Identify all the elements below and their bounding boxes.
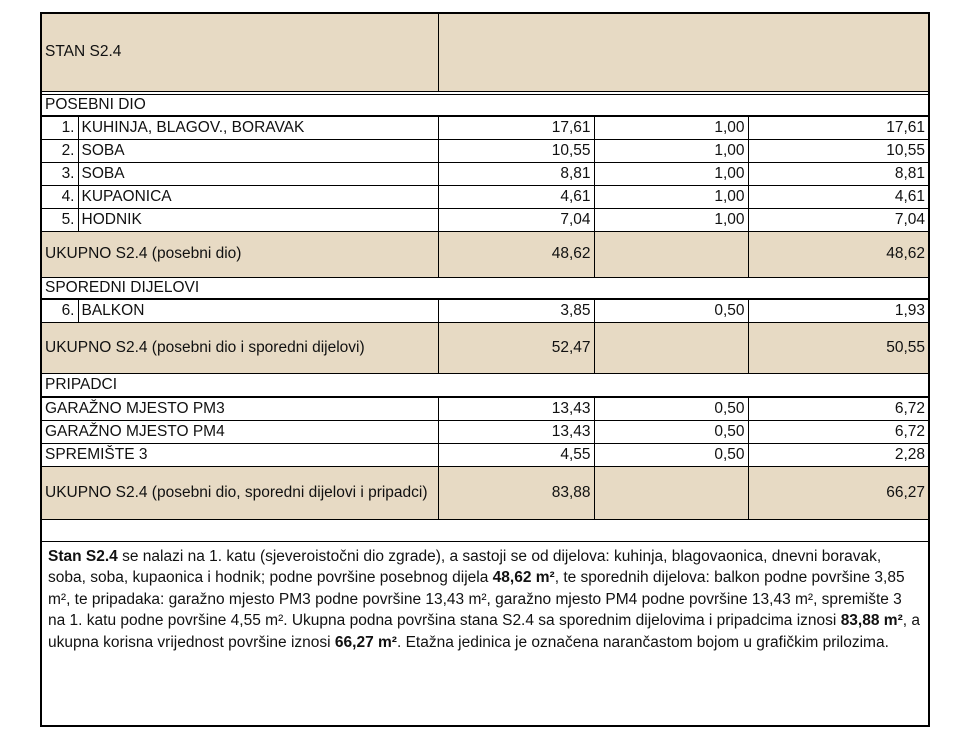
item-row: 1. KUHINJA, BLAGOV., BORAVAK 17,61 1,00 17,6… xyxy=(40,115,930,140)
item-area: 17,61 xyxy=(437,115,595,140)
item-name: GARAŽNO MJESTO PM4 xyxy=(40,419,439,444)
section-title: SPOREDNI DIJELOVI xyxy=(40,276,930,300)
header-empty xyxy=(437,12,930,92)
item-coefficient: 1,00 xyxy=(593,115,749,140)
description-row: Stan S2.4 se nalazi na 1. katu (sjeveroi… xyxy=(40,540,930,727)
item-value: 6,72 xyxy=(747,419,930,444)
item-value: 8,81 xyxy=(747,161,930,186)
item-area: 7,04 xyxy=(437,207,595,232)
item-coefficient: 1,00 xyxy=(593,138,749,163)
item-area: 13,43 xyxy=(437,396,595,421)
blank-row xyxy=(40,518,930,542)
item-area: 8,81 xyxy=(437,161,595,186)
section-title: PRIPADCI xyxy=(40,372,930,398)
description-text: se nalazi na 1. katu (sjeveroistočni dio… xyxy=(48,547,882,587)
total-row: UKUPNO S2.4 (posebni dio, sporedni dijel… xyxy=(40,465,930,520)
item-area: 4,61 xyxy=(437,184,595,209)
item-coefficient: 1,00 xyxy=(593,207,749,232)
description-text: 48,62 m² xyxy=(492,569,555,586)
header-row: STAN S2.4 xyxy=(40,12,930,92)
item-coefficient: 0,50 xyxy=(593,396,749,421)
item-value: 17,61 xyxy=(747,115,930,140)
item-name: SPREMIŠTE 3 xyxy=(40,442,439,467)
description-text: , a ukupna korisna vrijednost površine i… xyxy=(48,612,920,651)
item-name: SOBA xyxy=(77,138,439,163)
item-number: 6. xyxy=(40,298,79,323)
item-area: 4,55 xyxy=(437,442,595,467)
total-value: 66,27 xyxy=(747,465,930,520)
total-area: 83,88 xyxy=(437,465,595,520)
section-row: PRIPADCI xyxy=(40,372,930,398)
description-text: 83,88 m² xyxy=(840,612,903,629)
total-empty xyxy=(593,230,749,278)
item-number: 1. xyxy=(40,115,79,140)
item-row: SPREMIŠTE 3 4,55 0,50 2,28 xyxy=(40,442,930,467)
header-title: STAN S2.4 xyxy=(40,12,439,92)
item-name: BALKON xyxy=(77,298,439,323)
item-value: 7,04 xyxy=(747,207,930,232)
item-value: 6,72 xyxy=(747,396,930,421)
item-coefficient: 1,00 xyxy=(593,184,749,209)
item-number: 3. xyxy=(40,161,79,186)
description: Stan S2.4 se nalazi na 1. katu (sjeveroi… xyxy=(40,540,930,727)
item-name: GARAŽNO MJESTO PM3 xyxy=(40,396,439,421)
item-value: 4,61 xyxy=(747,184,930,209)
item-area: 10,55 xyxy=(437,138,595,163)
item-number: 5. xyxy=(40,207,79,232)
item-name: HODNIK xyxy=(77,207,439,232)
blank-cell xyxy=(40,518,930,542)
total-row: UKUPNO S2.4 (posebni dio) 48,62 48,62 xyxy=(40,230,930,278)
item-coefficient: 1,00 xyxy=(593,161,749,186)
description-text: 66,27 m² xyxy=(334,633,397,651)
total-value: 48,62 xyxy=(747,230,930,278)
item-value: 10,55 xyxy=(747,138,930,163)
item-row: 5. HODNIK 7,04 1,00 7,04 xyxy=(40,207,930,232)
item-name: KUHINJA, BLAGOV., BORAVAK xyxy=(77,115,439,140)
item-number: 4. xyxy=(40,184,79,209)
item-row: GARAŽNO MJESTO PM3 13,43 0,50 6,72 xyxy=(40,396,930,421)
item-area: 3,85 xyxy=(437,298,595,323)
item-row: 3. SOBA 8,81 1,00 8,81 xyxy=(40,161,930,186)
section-row: SPOREDNI DIJELOVI xyxy=(40,276,930,300)
description-text: , te sporednih dijelova: balkon podne po… xyxy=(48,569,905,629)
item-area: 13,43 xyxy=(437,419,595,444)
total-label: UKUPNO S2.4 (posebni dio, sporedni dijel… xyxy=(40,465,439,520)
total-value: 50,55 xyxy=(747,321,930,374)
section-row: POSEBNI DIO xyxy=(40,93,930,117)
total-empty xyxy=(593,465,749,520)
item-row: 2. SOBA 10,55 1,00 10,55 xyxy=(40,138,930,163)
table-body: STAN S2.4 POSEBNI DIO 1. KUHINJA, BLAGOV.,… xyxy=(40,12,930,727)
description-text: Stan S2.4 xyxy=(48,547,118,565)
total-row: UKUPNO S2.4 (posebni dio i sporedni dije… xyxy=(40,321,930,374)
item-name: SOBA xyxy=(77,161,439,186)
item-row: GARAŽNO MJESTO PM4 13,43 0,50 6,72 xyxy=(40,419,930,444)
total-area: 52,47 xyxy=(437,321,595,374)
total-empty xyxy=(593,321,749,374)
item-row: 6. BALKON 3,85 0,50 1,93 xyxy=(40,298,930,323)
item-row: 4. KUPAONICA 4,61 1,00 4,61 xyxy=(40,184,930,209)
item-coefficient: 0,50 xyxy=(593,419,749,444)
item-coefficient: 0,50 xyxy=(593,442,749,467)
total-label: UKUPNO S2.4 (posebni dio i sporedni dije… xyxy=(40,321,439,374)
total-area: 48,62 xyxy=(437,230,595,278)
item-value: 2,28 xyxy=(747,442,930,467)
item-value: 1,93 xyxy=(747,298,930,323)
item-number: 2. xyxy=(40,138,79,163)
section-title: POSEBNI DIO xyxy=(40,93,930,117)
item-name: KUPAONICA xyxy=(77,184,439,209)
total-label: UKUPNO S2.4 (posebni dio) xyxy=(40,230,439,278)
description-text: . Etažna jedinica je označena narančasto… xyxy=(396,633,889,651)
apartment-table: STAN S2.4 POSEBNI DIO 1. KUHINJA, BLAGOV.,… xyxy=(40,12,931,727)
item-coefficient: 0,50 xyxy=(593,298,749,323)
